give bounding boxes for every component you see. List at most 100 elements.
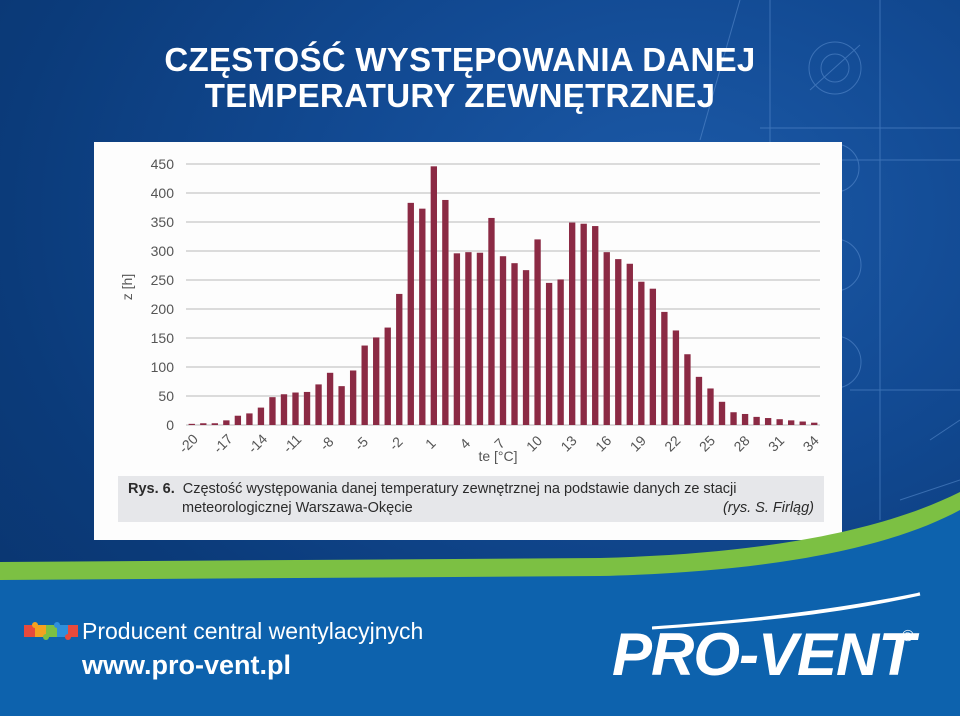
histogram-bar — [811, 422, 818, 425]
x-tick-label: 25 — [696, 432, 718, 454]
histogram-bar — [776, 419, 783, 425]
caption-credit: (rys. S. Firląg) — [722, 500, 814, 516]
histogram-chart: 0 50 100 150 200 250 300 350 400 450 z [h] -20 -17 -1… — [119, 156, 822, 464]
y-tick-label: 50 — [158, 388, 174, 404]
x-tick-label: 16 — [592, 432, 614, 454]
histogram-bar — [407, 202, 414, 425]
histogram-bar — [684, 354, 691, 425]
chart-figure: 0 50 100 150 200 250 300 350 400 450 z [h] -20 -17 -1… — [94, 142, 842, 540]
histogram-bar — [361, 345, 368, 425]
histogram-bar — [292, 392, 299, 425]
histogram-bar — [246, 413, 253, 425]
x-tick-label: 1 — [422, 435, 439, 452]
x-tick-label: -20 — [175, 431, 201, 457]
x-tick-label: 28 — [730, 432, 752, 454]
histogram-bar — [349, 370, 357, 425]
x-tick-label: 34 — [800, 432, 822, 454]
x-tick-label: 10 — [523, 432, 545, 454]
histogram-bar — [753, 416, 760, 425]
histogram-bar — [695, 376, 703, 425]
logo-swoosh-icon — [652, 592, 921, 630]
histogram-bar — [453, 253, 461, 425]
slide-title-line2: TEMPERATURY ZEWNĘTRZNEJ — [204, 77, 716, 114]
caption-line1: Rys. 6. Częstość występowania danej tempe… — [128, 481, 736, 497]
histogram-bar — [384, 327, 391, 425]
y-tick-label: 450 — [151, 156, 175, 172]
histogram-bar — [741, 413, 749, 425]
puzzle-logo-icon — [24, 622, 78, 640]
histogram-bar — [672, 330, 680, 425]
footer-url-link[interactable]: www.pro-vent.pl — [82, 650, 291, 680]
x-tick-label: -14 — [245, 431, 271, 457]
histogram-bar — [465, 252, 472, 425]
x-tick-label: 22 — [661, 432, 683, 454]
y-tick-label: 300 — [151, 243, 175, 259]
histogram-bar — [280, 394, 288, 425]
histogram-bar — [592, 226, 599, 425]
histogram-bar — [649, 288, 657, 425]
y-tick-label: 250 — [151, 272, 175, 288]
histogram-bar — [488, 217, 495, 425]
registered-mark: ® — [902, 628, 914, 645]
x-tick-label: -11 — [280, 431, 305, 456]
caption-text-1: Częstość występowania danej temperatury … — [182, 481, 737, 497]
x-tick-label: -5 — [351, 433, 371, 453]
histogram-bar — [303, 391, 311, 425]
slide-title: CZĘSTOŚĆ WYSTĘPOWANIA DANEJ TEMPERATURY … — [0, 42, 920, 114]
y-axis-label: z [h] — [119, 274, 135, 300]
histogram-bar — [200, 423, 207, 425]
histogram-bar — [730, 412, 737, 425]
y-tick-label: 150 — [151, 330, 175, 346]
histogram-bar — [419, 208, 426, 425]
histogram-bar — [315, 384, 322, 425]
y-tick-label: 400 — [151, 185, 175, 201]
y-tick-label: 350 — [151, 214, 175, 230]
footer-tagline: Producent central wentylacyjnych — [82, 618, 424, 644]
histogram-bar — [442, 199, 449, 425]
x-tick-label: -17 — [210, 431, 236, 457]
histogram-bar — [568, 222, 576, 425]
histogram-bar — [522, 270, 530, 425]
histogram-bar — [499, 256, 507, 425]
y-tick-label: 0 — [166, 417, 174, 433]
histogram-bar — [545, 282, 553, 425]
histogram-bar — [430, 166, 438, 425]
histogram-bar — [476, 252, 484, 425]
histogram-bar — [234, 415, 242, 425]
histogram-bar — [511, 263, 518, 425]
histogram-bar — [326, 372, 334, 425]
x-tick-label: 13 — [557, 432, 579, 454]
histogram-bar — [661, 311, 668, 425]
histogram-bar — [373, 337, 380, 425]
histogram-bar — [764, 418, 772, 425]
histogram-bar — [396, 293, 403, 425]
histogram-bar — [188, 423, 195, 425]
pro-vent-logo: PRO-VENT ® — [612, 592, 942, 688]
histogram-bar — [557, 279, 564, 425]
y-tick-label: 100 — [151, 359, 175, 375]
x-tick-label: 19 — [627, 432, 649, 454]
histogram-bar — [626, 263, 633, 425]
x-tick-label: 31 — [765, 432, 787, 454]
y-tick-label: 200 — [151, 301, 175, 317]
histogram-bar — [257, 407, 265, 425]
histogram-bar — [223, 420, 230, 425]
x-tick-label: 4 — [456, 435, 473, 452]
histogram-bar — [615, 259, 622, 425]
histogram-bar — [603, 252, 610, 425]
histogram-bar — [799, 421, 806, 425]
histogram-bar — [707, 388, 714, 425]
caption-line2: meteorologicznej Warszawa-Okęcie — [182, 500, 413, 516]
histogram-bar — [718, 401, 726, 425]
figure-caption: Rys. 6. Częstość występowania danej tempe… — [118, 476, 824, 522]
x-axis-label: te [°C] — [478, 448, 517, 464]
footer-band — [0, 492, 960, 716]
x-tick-label: -2 — [386, 433, 406, 453]
x-tick-label: -8 — [316, 433, 336, 453]
histogram-bar — [534, 239, 541, 425]
caption-label: Rys. 6. — [128, 481, 175, 497]
histogram-bar — [580, 223, 587, 425]
histogram-bar — [269, 397, 276, 425]
histogram-bar — [788, 420, 795, 425]
